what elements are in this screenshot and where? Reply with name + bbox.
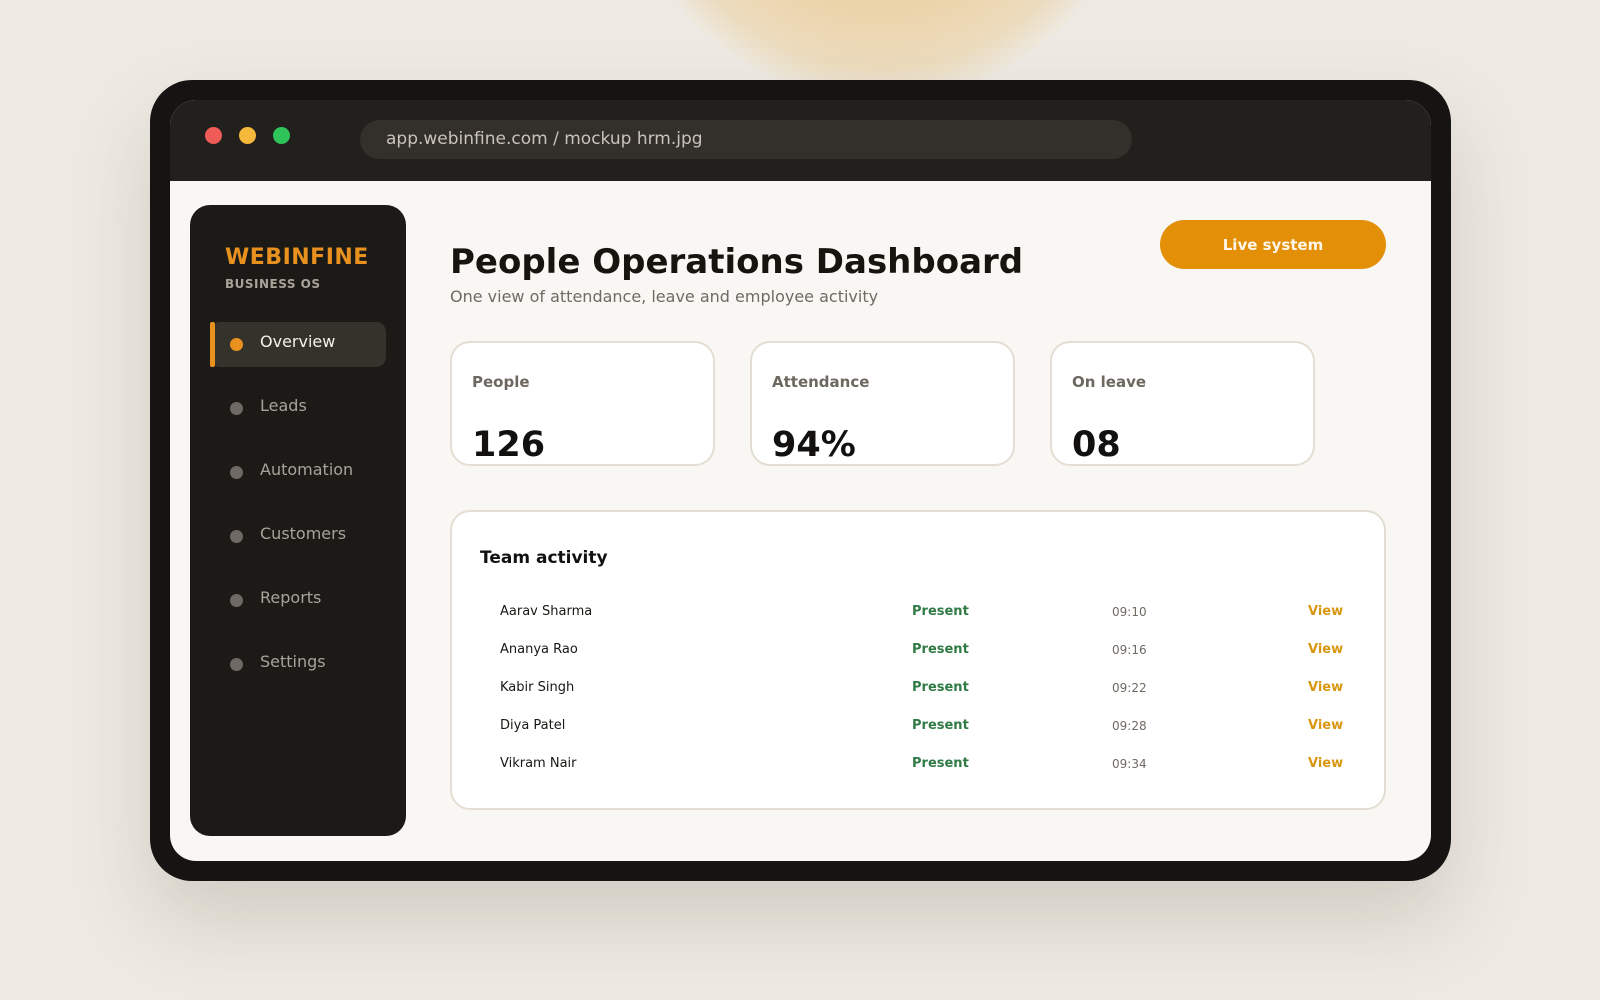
stat-card-on-leave: On leave 08	[1050, 341, 1315, 466]
sidebar-item-label: Settings	[260, 652, 326, 671]
sidebar-item-settings[interactable]: Settings	[210, 642, 386, 687]
sidebar-item-automation[interactable]: Automation	[210, 450, 386, 495]
nav-dot-icon	[230, 338, 243, 351]
check-in-time: 09:10	[1112, 605, 1147, 619]
page-title: People Operations Dashboard	[450, 242, 1024, 282]
stat-value: 08	[1072, 425, 1121, 465]
check-in-time: 09:28	[1112, 719, 1147, 733]
status-badge: Present	[912, 604, 969, 619]
status-badge: Present	[912, 680, 969, 695]
sidebar: WEBINFINE BUSINESS OS Overview Leads Aut…	[190, 205, 406, 836]
table-row: Aarav Sharma Present 09:10 View	[452, 597, 1384, 627]
table-row: Ananya Rao Present 09:16 View	[452, 635, 1384, 665]
stat-label: People	[472, 373, 530, 391]
sidebar-item-customers[interactable]: Customers	[210, 514, 386, 559]
nav-dot-icon	[230, 402, 243, 415]
table-row: Vikram Nair Present 09:34 View	[452, 749, 1384, 779]
sidebar-item-leads[interactable]: Leads	[210, 386, 386, 431]
status-badge: Present	[912, 642, 969, 657]
employee-name: Ananya Rao	[500, 642, 578, 657]
sidebar-item-reports[interactable]: Reports	[210, 578, 386, 623]
browser-window: app.webinfine.com / mockup hrm.jpg WEBIN…	[170, 100, 1431, 861]
view-link[interactable]: View	[1308, 604, 1344, 619]
view-link[interactable]: View	[1308, 756, 1344, 771]
stat-label: On leave	[1072, 373, 1147, 391]
employee-name: Kabir Singh	[500, 680, 575, 695]
brand-tagline: BUSINESS OS	[225, 277, 321, 291]
brand-logo: WEBINFINE	[225, 245, 369, 270]
view-link[interactable]: View	[1308, 680, 1344, 695]
nav-dot-icon	[230, 530, 243, 543]
stat-card-people: People 126	[450, 341, 715, 466]
minimize-window-dot[interactable]	[239, 127, 256, 144]
status-badge: Present	[912, 756, 969, 771]
device-frame: app.webinfine.com / mockup hrm.jpg WEBIN…	[150, 80, 1451, 881]
sidebar-item-label: Automation	[260, 460, 354, 479]
sidebar-item-label: Customers	[260, 524, 347, 543]
nav-dot-icon	[230, 658, 243, 671]
check-in-time: 09:16	[1112, 643, 1147, 657]
view-link[interactable]: View	[1308, 718, 1344, 733]
stat-label: Attendance	[772, 373, 870, 391]
browser-toolbar: app.webinfine.com / mockup hrm.jpg	[170, 100, 1431, 181]
maximize-window-dot[interactable]	[273, 127, 290, 144]
panel-title: Team activity	[480, 548, 608, 568]
sidebar-item-label: Reports	[260, 588, 322, 607]
address-bar[interactable]: app.webinfine.com / mockup hrm.jpg	[360, 120, 1132, 159]
nav-dot-icon	[230, 466, 243, 479]
view-link[interactable]: View	[1308, 642, 1344, 657]
page-subtitle: One view of attendance, leave and employ…	[450, 287, 879, 306]
sidebar-item-label: Leads	[260, 396, 307, 415]
close-window-dot[interactable]	[205, 127, 222, 144]
sidebar-item-overview[interactable]: Overview	[210, 322, 386, 367]
stat-value: 94%	[772, 425, 856, 465]
team-activity-panel: Team activity Aarav Sharma Present 09:10…	[450, 510, 1386, 810]
status-badge: Present	[912, 718, 969, 733]
check-in-time: 09:22	[1112, 681, 1147, 695]
employee-name: Vikram Nair	[500, 756, 577, 771]
nav-dot-icon	[230, 594, 243, 607]
stat-value: 126	[472, 425, 546, 465]
employee-name: Aarav Sharma	[500, 604, 593, 619]
table-row: Kabir Singh Present 09:22 View	[452, 673, 1384, 703]
sidebar-item-label: Overview	[260, 332, 336, 351]
check-in-time: 09:34	[1112, 757, 1147, 771]
table-row: Diya Patel Present 09:28 View	[452, 711, 1384, 741]
live-system-button[interactable]: Live system	[1160, 220, 1386, 269]
stat-card-attendance: Attendance 94%	[750, 341, 1015, 466]
employee-name: Diya Patel	[500, 718, 566, 733]
